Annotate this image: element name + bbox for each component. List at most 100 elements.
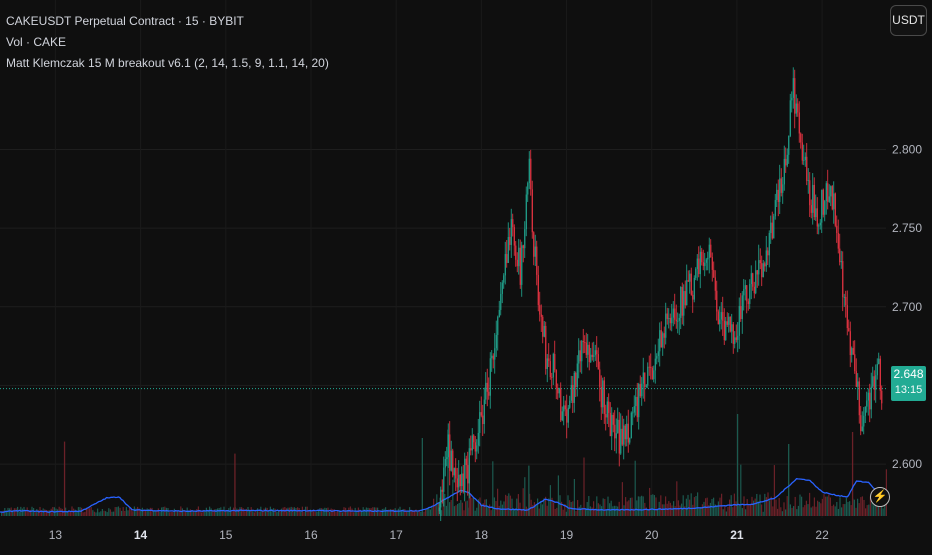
- volume-bar: [831, 505, 833, 516]
- candle-body: [669, 317, 671, 324]
- candle-body: [797, 103, 799, 113]
- candle-body: [638, 384, 640, 418]
- candle-body: [464, 458, 466, 491]
- candle-body: [455, 468, 457, 479]
- volume-bar: [108, 508, 110, 516]
- volume-bar: [815, 506, 817, 516]
- volume-bar: [279, 510, 281, 516]
- volume-bar: [490, 510, 492, 516]
- price-axis[interactable]: 2.600 2.700 2.750 2.800: [892, 142, 922, 471]
- candle-body: [479, 412, 481, 433]
- candle-body: [573, 372, 575, 403]
- volume-bar: [85, 508, 87, 516]
- candle-body: [761, 263, 763, 278]
- candle-body: [477, 432, 479, 446]
- volume-bar: [402, 508, 404, 516]
- volume-bar: [785, 509, 787, 516]
- candle-body: [837, 232, 839, 249]
- candle-body: [839, 248, 841, 263]
- time-axis[interactable]: 13 14 15 16 17 18 19 20 21 22: [49, 528, 829, 542]
- volume-bar: [28, 511, 30, 516]
- volume-study-label[interactable]: Vol · CAKE: [6, 35, 67, 49]
- volume-bar: [423, 511, 425, 516]
- volume-bar: [538, 508, 540, 516]
- candle-body: [683, 291, 685, 316]
- volume-bar: [129, 507, 131, 516]
- volume-bar: [465, 501, 467, 516]
- volume-bar: [295, 508, 297, 516]
- candle-body: [702, 262, 704, 266]
- price-axis-label: 2.700: [892, 300, 922, 314]
- candle-body: [473, 435, 475, 443]
- candle-body: [771, 222, 773, 239]
- volume-bar: [807, 504, 809, 516]
- volume-bar: [337, 510, 339, 516]
- volume-bar: [428, 507, 430, 516]
- volume-bar: [802, 507, 804, 516]
- time-axis-label: 22: [815, 528, 829, 542]
- volume-bar: [333, 509, 335, 516]
- indicator-study-label[interactable]: Matt Klemczak 15 M breakout v6.1 (2, 14,…: [6, 56, 329, 70]
- volume-bar: [589, 506, 591, 516]
- candle-body: [630, 412, 632, 439]
- candle-body: [585, 342, 587, 355]
- volume-bar: [311, 511, 313, 516]
- candle-body: [519, 247, 521, 285]
- volume-bar: [764, 493, 766, 516]
- volume-bar: [541, 504, 543, 516]
- volume-bar: [482, 503, 484, 516]
- candle-body: [588, 344, 590, 363]
- volume-bar: [721, 493, 723, 516]
- candle-body: [465, 458, 467, 466]
- volume-spike: [63, 441, 66, 516]
- volume-bar: [380, 511, 382, 516]
- candle-body: [603, 380, 605, 415]
- bar-countdown: 13:15: [894, 384, 923, 396]
- last-price-value: 2.648: [893, 367, 924, 381]
- volume-bar: [106, 512, 108, 516]
- candle-body: [587, 344, 589, 355]
- symbol-title[interactable]: CAKEUSDT Perpetual Contract · 15 · BYBIT: [6, 14, 244, 28]
- candle-body: [815, 208, 817, 218]
- candle-body: [681, 287, 683, 316]
- volume-bar: [426, 508, 428, 516]
- volume-bar: [396, 510, 398, 516]
- volume-bar: [833, 504, 835, 516]
- candle-body: [456, 478, 458, 488]
- time-axis-label: 20: [645, 528, 659, 542]
- volume-bar: [525, 506, 527, 516]
- candle-body: [600, 386, 602, 408]
- candle-body: [845, 296, 847, 306]
- volume-bar: [437, 503, 439, 516]
- candle-body: [848, 328, 850, 332]
- candle-body: [597, 354, 599, 370]
- candle-body: [636, 396, 638, 418]
- volume-bar: [823, 494, 825, 516]
- candle-body: [735, 337, 737, 340]
- candle-body: [459, 474, 461, 487]
- candle-body: [548, 358, 550, 362]
- candle-body: [582, 340, 584, 343]
- volume-bar: [561, 501, 563, 516]
- volume-bar: [487, 507, 489, 516]
- volume-bar: [420, 511, 422, 516]
- volume-bar: [545, 496, 547, 516]
- volume-bar: [514, 508, 516, 516]
- volume-bar: [793, 506, 795, 516]
- volume-bar: [621, 482, 623, 516]
- lightning-bolt-icon[interactable]: ⚡: [870, 487, 890, 507]
- volume-bar: [682, 495, 684, 516]
- volume-bar: [394, 508, 396, 516]
- candle-body: [551, 377, 553, 378]
- volume-bar: [250, 507, 252, 516]
- volume-bar: [813, 497, 815, 516]
- volume-bar: [761, 504, 763, 516]
- candle-body: [446, 457, 448, 459]
- candle-body: [516, 259, 518, 267]
- volume-bar: [225, 510, 227, 516]
- currency-button[interactable]: USDT: [890, 5, 927, 36]
- volume-bar: [500, 500, 502, 516]
- candle-body: [498, 309, 500, 318]
